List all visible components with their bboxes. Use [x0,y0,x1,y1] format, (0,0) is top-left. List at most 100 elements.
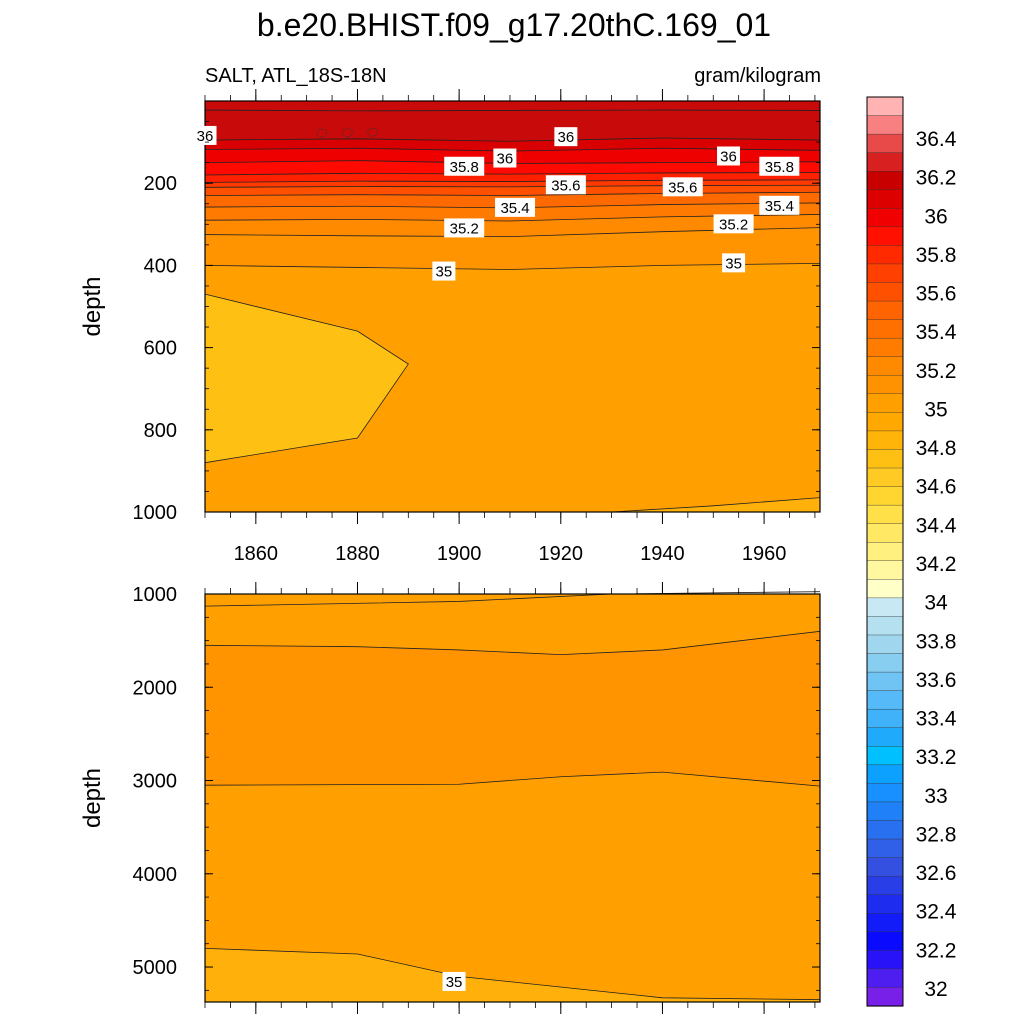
colorbar-swatch [866,430,904,451]
contour-label: 36 [197,128,214,145]
y-tick-label: 1000 [133,502,178,524]
contour-label-box [193,125,217,145]
colorbar-border [866,96,904,1007]
colorbar-swatch [866,449,904,469]
contour-label: 35.2 [719,216,748,233]
colorbar-swatch [866,746,904,766]
colorbar-swatch [866,727,904,747]
y-tick-label: 400 [144,255,177,277]
contour-label-box [554,127,578,147]
y-tick-label: 1000 [133,584,178,606]
colorbar-swatch [866,263,904,284]
colorbar-label: 35.4 [916,321,957,344]
colorbar-label: 35.8 [916,244,957,267]
contour-label: 36 [720,148,737,165]
colorbar-label: 32.6 [916,862,957,885]
colorbar-swatch [866,504,904,525]
contour-label-box [495,197,536,217]
colorbar-swatch [866,968,904,989]
contour-blob [342,128,353,137]
contour-label: 35 [446,974,463,991]
colorbar-swatch [866,875,904,896]
y-tick-label: 4000 [133,864,178,886]
page-title: b.e20.BHIST.f09_g17.20thC.169_01 [257,7,771,43]
colorbar-swatch [866,375,904,395]
colorbar-swatch [866,616,904,636]
contour-label-box [717,146,741,166]
contour-band [205,631,820,787]
colorbar-label: 33 [924,785,947,808]
contour-band [205,160,820,175]
subtitle-left: SALT, ATL_18S-18N [205,65,387,87]
colorbar-swatch [866,894,904,914]
contour-label-box [493,148,517,168]
colorbar-swatch [866,319,904,339]
colorbar-swatch [866,115,904,135]
contour-label-box [759,195,800,215]
colorbar-swatch [866,133,904,154]
y-axis-label: depth [79,276,106,336]
contour-label: 35.2 [450,220,479,237]
colorbar-swatch [866,708,904,729]
colorbar-swatch [866,189,904,209]
x-tick-label: 1920 [539,543,584,565]
contour-label-box [722,253,746,273]
contour-label: 35 [725,255,742,272]
colorbar-swatch [866,245,904,265]
contour-label: 35.8 [450,159,479,176]
colorbar-label: 33.8 [916,630,957,653]
contour-line [204,137,821,142]
colorbar-swatch [866,783,904,803]
contour-line [204,172,821,176]
contour-label: 35.6 [668,179,697,196]
contour-band [205,948,820,1002]
colorbar-swatch [866,857,904,877]
x-tick-label: 1900 [437,543,482,565]
colorbar-swatch [866,987,904,1007]
contour-label-box [444,156,485,176]
contour-band [205,137,820,152]
contour-label: 35.8 [765,159,794,176]
colorbar-label: 36.2 [916,167,957,190]
contour-band [205,227,820,270]
contour-line [204,184,821,188]
colorbar-swatch [866,282,904,302]
colorbar-swatch [866,653,904,673]
y-tick-label: 5000 [133,957,178,979]
colorbar-swatch [866,300,904,321]
colorbar-label: 34.4 [916,514,957,537]
colorbar-label: 34.8 [916,437,957,460]
y-tick-label: 2000 [133,677,178,699]
y-tick-label: 800 [144,420,177,442]
contour-label: 35.4 [500,200,529,217]
lower-panel: 35 1000 2000 3000 4000 5000 depth [79,582,821,1014]
colorbar-swatch [866,467,904,488]
colorbar-swatch [866,634,904,655]
colorbar-label: 36 [924,205,947,228]
contour-band-pocket [205,294,409,463]
x-tick-label: 1860 [234,543,279,565]
colorbar-swatch [866,931,904,951]
contour-label-box [759,156,800,176]
colorbar-swatch [866,171,904,191]
y-tick-label: 3000 [133,771,178,793]
contour-line [204,630,821,656]
colorbar-label: 36.4 [916,128,957,151]
subtitle-right: gram/kilogram [694,65,821,87]
colorbar-swatch [866,486,904,506]
colorbar-swatch [866,393,904,413]
contour-line [204,771,821,787]
contour-band-deep [611,497,820,512]
colorbar-label: 35 [924,398,947,421]
contour-label-box [545,175,586,195]
colorbar-swatch [866,523,904,543]
contour-label: 35.4 [765,198,794,215]
contour-blob [367,127,378,137]
contour-line [204,262,821,270]
contour-band [205,110,820,142]
colorbar-swatch [866,542,904,562]
colorbar: 36.4 36.2 36 35.8 35.6 35.4 35.2 35 34.8 34.6 34.4… [866,96,957,1007]
x-tick-label: 1880 [335,543,380,565]
contour-line [204,191,821,196]
contour-label-box [662,177,703,197]
